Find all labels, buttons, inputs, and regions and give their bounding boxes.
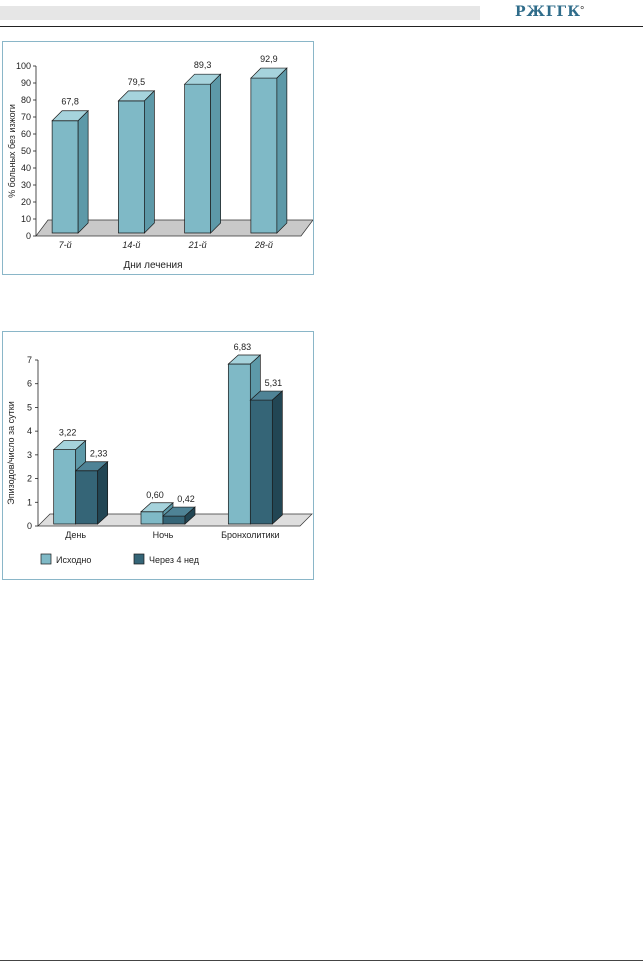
chart2-y-tick-label: 0: [27, 521, 32, 531]
chart2-bar: [162, 506, 196, 525]
chart2-y-tick-label: 3: [27, 450, 32, 460]
chart2-y-tick-label: 2: [27, 474, 32, 484]
chart2-value-label: 0,60: [146, 490, 164, 500]
chart2-value-label: 2,33: [90, 449, 108, 459]
chart1-y-tick-label: 20: [21, 197, 31, 207]
chart1-y-tick-label: 40: [21, 163, 31, 173]
footer-divider: [0, 960, 643, 961]
chart1-y-tick-label: 10: [21, 214, 31, 224]
chart1-x-tick-label: 28-й: [254, 240, 273, 250]
chart2-value-label: 3,22: [59, 428, 77, 438]
header-bar: [0, 6, 480, 20]
chart1-y-tick-label: 30: [21, 180, 31, 190]
chart2-y-tick-label: 4: [27, 426, 32, 436]
chart2-x-tick-label: Бронхолитики: [221, 530, 280, 540]
chart1-value-label: 67,8: [61, 97, 79, 107]
chart-episodes-per-day: 0 1 2 3 4 5 6 7 Эпизодов/число за сутки 3,22 2,33 Д…: [2, 331, 314, 580]
chart2-legend-swatch: [40, 553, 52, 565]
chart1-bar: [250, 67, 288, 234]
chart-episodes-per-day-svg: 0 1 2 3 4 5 6 7 Эпизодов/число за сутки 3,22 2,33 Д…: [6, 342, 313, 565]
chart1-y-tick-label: 80: [21, 95, 31, 105]
chart-heartburn-free-svg: 0 10 20 30 40 50 60 70 80 90 100 % больных без изжо…: [7, 54, 314, 271]
chart1-x-tick-label: 21-й: [188, 240, 207, 250]
chart1-value-label: 79,5: [128, 77, 146, 87]
chart2-y-tick-label: 1: [27, 497, 32, 507]
chart1-y-tick-label: 60: [21, 129, 31, 139]
chart1-y-tick-label: 50: [21, 146, 31, 156]
chart1-y-tick-label: 70: [21, 112, 31, 122]
chart2-value-label: 5,31: [265, 378, 283, 388]
chart1-bar: [117, 90, 156, 234]
chart1-bar: [183, 73, 222, 234]
chart2-legend-swatch: [133, 553, 145, 565]
chart2-x-tick-label: Ночь: [153, 530, 174, 540]
chart2-legend-label: Через 4 нед: [149, 555, 200, 565]
header-mark: °: [580, 5, 585, 17]
chart1-y-tick-label: 100: [16, 61, 31, 71]
chart1-x-tick-label: 14-й: [122, 240, 140, 250]
chart2-y-tick-label: 6: [27, 379, 32, 389]
chart2-y-label: Эпизодов/число за сутки: [6, 401, 16, 505]
chart1-y-label: % больных без изжоги: [7, 104, 17, 198]
chart2-bar: [74, 460, 109, 525]
chart-heartburn-free: 0 10 20 30 40 50 60 70 80 90 100 % больных без изжо…: [2, 41, 314, 275]
chart2-legend-label: Исходно: [56, 555, 91, 565]
chart1-bar: [51, 109, 89, 234]
chart2-y-tick-label: 7: [27, 355, 32, 365]
chart2-y-tick-label: 5: [27, 402, 32, 412]
header-divider: [0, 26, 643, 27]
journal-logo: РЖГГК: [515, 4, 581, 20]
chart1-y-tick-label: 90: [21, 78, 31, 88]
chart1-value-label: 89,3: [194, 60, 212, 70]
chart1-x-tick-label: 7-й: [59, 240, 72, 250]
chart2-bar: [249, 390, 284, 525]
chart1-value-label: 92,9: [260, 54, 278, 64]
chart2-x-tick-label: День: [65, 530, 86, 540]
chart2-value-label: 0,42: [177, 494, 195, 504]
chart1-y-tick-label: 0: [26, 231, 31, 241]
chart2-value-label: 6,83: [234, 342, 252, 352]
chart1-x-label: Дни лечения: [123, 260, 182, 271]
